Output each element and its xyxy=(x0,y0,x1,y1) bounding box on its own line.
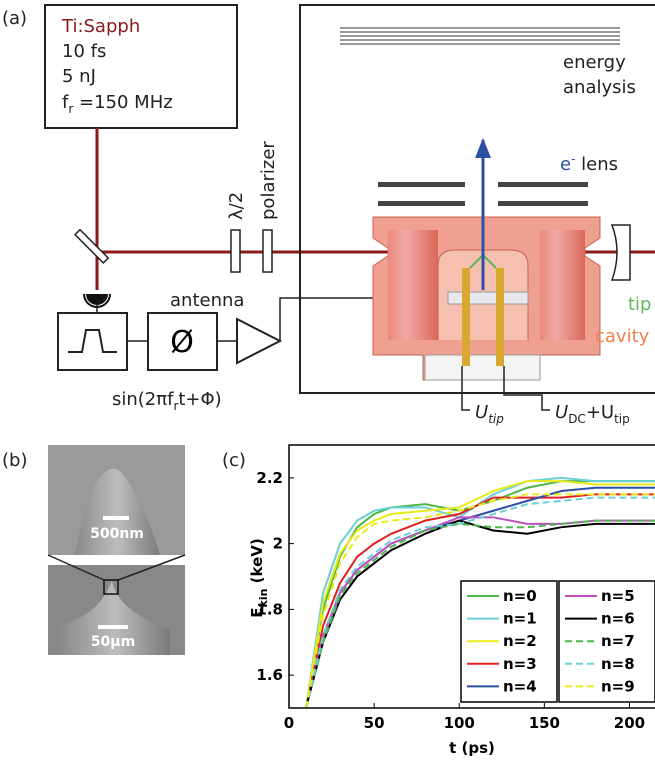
polarizer-label: polarizer xyxy=(258,141,279,220)
figure: (a) (b) (c) Ti:Sapph 10 fs 5 nJ fr =150 … xyxy=(0,0,655,762)
amplifier xyxy=(237,319,280,363)
base xyxy=(425,355,540,380)
filter xyxy=(58,313,127,370)
u-tip-label: Utip xyxy=(475,402,504,426)
scale-label: 50µm xyxy=(91,634,135,650)
laser-spec: 10 fs xyxy=(62,41,106,62)
legend-label: n=6 xyxy=(601,610,635,628)
laser-name: Ti:Sapph xyxy=(61,16,140,37)
y-tick-label: 2.2 xyxy=(256,469,283,487)
electrode xyxy=(462,268,470,366)
electron-arrow xyxy=(475,138,491,158)
legend-label: n=7 xyxy=(601,632,635,650)
polarizer xyxy=(263,230,272,272)
panel-label: (c) xyxy=(222,450,246,471)
x-tick-label: 150 xyxy=(529,714,560,732)
laser-spec: 5 nJ xyxy=(62,66,96,87)
legend-label: n=9 xyxy=(601,677,635,695)
electrode xyxy=(496,268,504,366)
energy-analyzer xyxy=(340,28,620,44)
panel-label: (a) xyxy=(2,8,27,29)
legend-label: n=1 xyxy=(503,610,537,628)
scale-bar xyxy=(98,625,128,629)
scale-bar xyxy=(103,516,129,520)
cavity-wall xyxy=(388,230,438,340)
y-tick-label: 1.8 xyxy=(256,600,283,618)
legend-label: n=5 xyxy=(601,587,635,605)
laser-rep-rate: fr =150 MHz xyxy=(62,92,173,116)
phase-symbol: Ø xyxy=(170,325,194,360)
waveplate-label: λ/2 xyxy=(226,192,247,220)
x-tick-label: 0 xyxy=(284,714,294,732)
waveplate xyxy=(231,230,240,272)
x-tick-label: 200 xyxy=(614,714,645,732)
y-tick-label: 2 xyxy=(273,535,283,553)
antenna-label: antenna xyxy=(170,290,244,311)
u-dc-label: UDC+Utip xyxy=(555,402,630,426)
analyzer-label: analysis xyxy=(563,77,636,98)
modulation-label: sin(2πfrt+Φ) xyxy=(112,389,222,413)
panel-label: (b) xyxy=(2,450,27,471)
tip-label: tip xyxy=(628,294,651,315)
y-tick-label: 1.6 xyxy=(256,666,283,684)
legend-label: n=3 xyxy=(503,655,537,673)
scale-label: 500nm xyxy=(90,526,144,542)
lens-label: e- lens xyxy=(560,152,618,175)
analyzer-label: energy xyxy=(563,52,626,73)
x-axis-label: t (ps) xyxy=(449,739,495,757)
legend-label: n=8 xyxy=(601,655,635,673)
legend-label: n=2 xyxy=(503,632,537,650)
legend-label: n=4 xyxy=(503,677,537,695)
plot: 1.6 1.8 2 2.2 0 50 100 150 200 n=0 n=1 n=2 n=3 n=4 n=5… xyxy=(256,445,655,732)
x-tick-label: 50 xyxy=(364,714,385,732)
cavity-label: cavity xyxy=(595,326,650,347)
cavity-wall xyxy=(540,230,585,340)
mount xyxy=(448,292,528,304)
x-tick-label: 100 xyxy=(444,714,475,732)
legend-label: n=0 xyxy=(503,587,537,605)
beam-splitter xyxy=(75,230,108,263)
